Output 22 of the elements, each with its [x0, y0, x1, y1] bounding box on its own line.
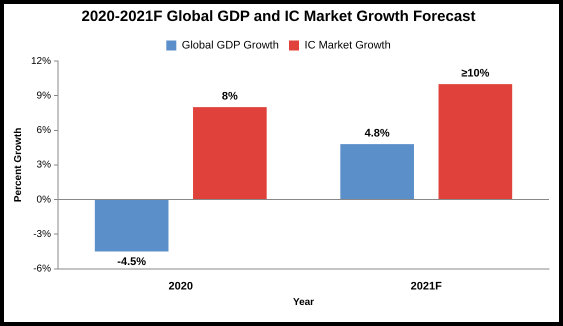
- y-tick-label: 3%: [36, 160, 52, 171]
- x-tick-label: 2020: [168, 280, 194, 292]
- y-tick-label: 6%: [36, 125, 52, 136]
- chart-title: 2020-2021F Global GDP and IC Market Growth Forecast: [81, 8, 476, 26]
- y-tick-label: 9%: [36, 90, 52, 102]
- bar: [438, 84, 512, 200]
- y-tick-label: -6%: [33, 264, 52, 275]
- legend-label: Global GDP Growth: [182, 40, 279, 52]
- y-tick-label: 12%: [31, 56, 52, 67]
- bar: [340, 144, 414, 200]
- bar: [94, 200, 168, 252]
- y-axis-title: Percent Growth: [12, 128, 24, 202]
- y-tick-label: -3%: [33, 228, 52, 240]
- x-axis-title: Year: [292, 296, 314, 308]
- data-label: 4.8%: [364, 128, 390, 140]
- bar: [193, 107, 267, 200]
- x-tick-label: 2021F: [410, 280, 442, 292]
- data-label: -4.5%: [117, 256, 146, 268]
- data-label: 8%: [222, 90, 238, 103]
- legend-label: IC Market Growth: [304, 40, 391, 52]
- data-label: ≥10%: [461, 68, 490, 80]
- y-tick-label: 0%: [36, 194, 52, 206]
